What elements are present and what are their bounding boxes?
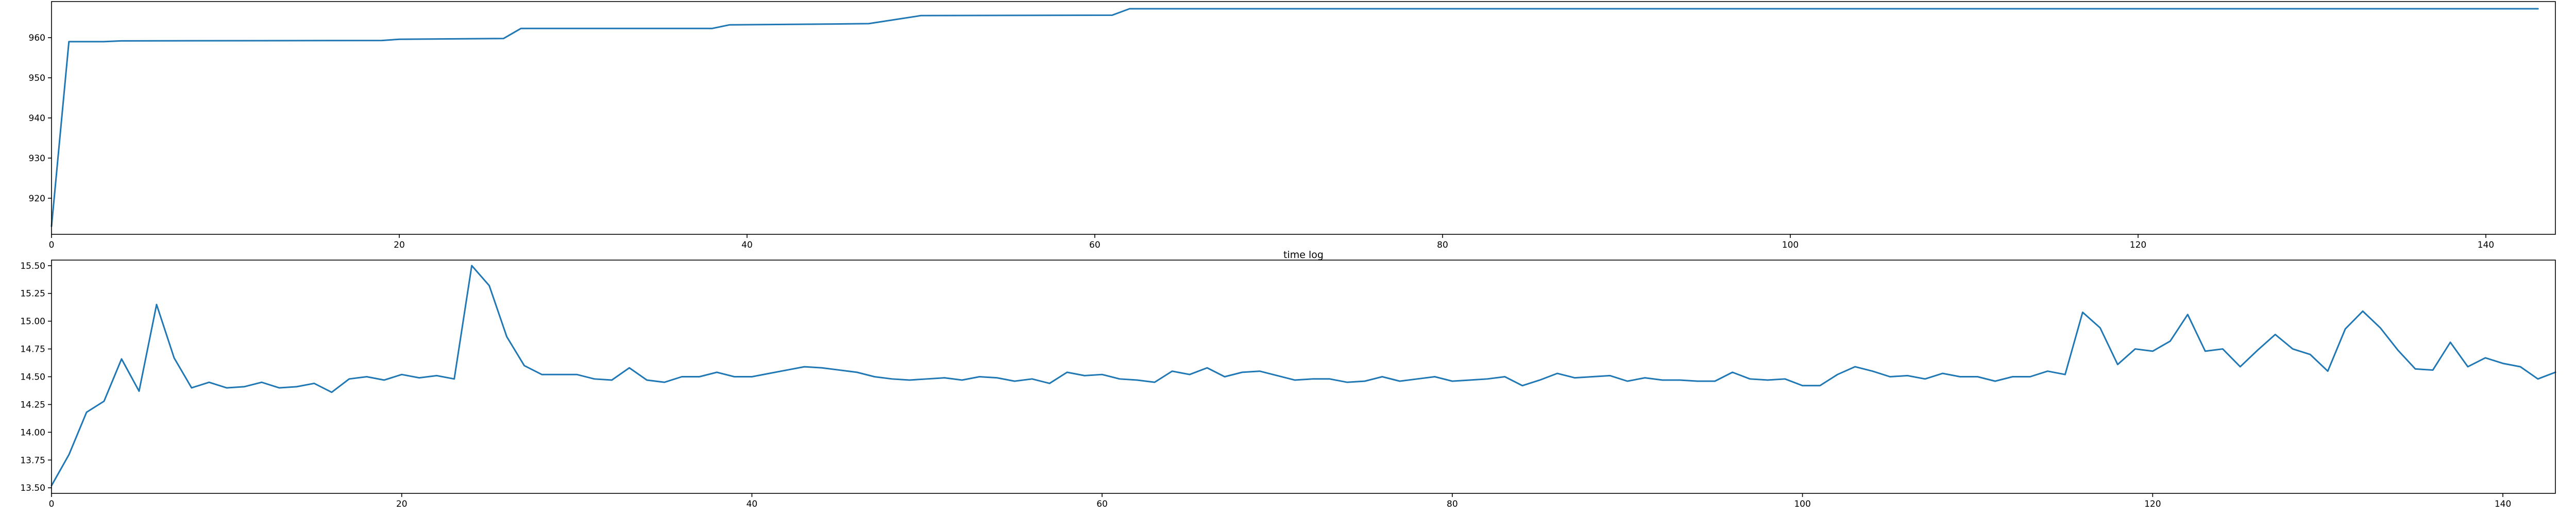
y-tick-label: 14.00	[20, 427, 45, 438]
y-tick-label: 13.50	[20, 483, 45, 493]
x-tick-label: 100	[1794, 499, 1810, 509]
series-line	[50, 8, 2539, 227]
y-tick-label: 960	[29, 33, 45, 43]
x-tick-label: 20	[396, 499, 408, 509]
x-axis-label: time log	[1283, 249, 1324, 261]
x-tick-label: 80	[1447, 499, 1458, 509]
y-tick-label: 14.75	[20, 345, 45, 355]
y-tick-label: 940	[29, 113, 45, 124]
y-tick-label: 920	[29, 194, 45, 204]
y-tick-label: 15.25	[20, 289, 45, 299]
y-tick-label: 15.00	[20, 317, 45, 327]
x-tick-label: 60	[1089, 240, 1100, 250]
x-tick-label: 60	[1096, 499, 1108, 509]
x-tick-label: 140	[2478, 240, 2494, 250]
x-tick-label: 40	[747, 499, 758, 509]
y-tick-label: 950	[29, 73, 45, 83]
x-tick-label: 120	[2130, 240, 2146, 250]
x-tick-label: 0	[49, 240, 55, 250]
x-tick-label: 20	[394, 240, 405, 250]
bottom-chart-panel: 0 20 40 60 80 100 120 140 13.50 13.75 14.00 14.25 14…	[20, 260, 2556, 509]
series-line	[50, 265, 2556, 487]
y-tick-label: 14.50	[20, 372, 45, 383]
x-tick-label: 40	[741, 240, 753, 250]
y-tick-label: 930	[29, 153, 45, 164]
x-tick-label: 120	[2144, 499, 2161, 509]
x-tick-label: 100	[1782, 240, 1799, 250]
y-tick-label: 13.75	[20, 455, 45, 466]
top-chart-panel: 0 20 40 60 80 100 120 140 920 930 940 950 960 time lo…	[29, 1, 2556, 261]
x-tick-label: 140	[2495, 499, 2511, 509]
x-tick-label: 0	[49, 499, 55, 509]
y-tick-label: 14.25	[20, 400, 45, 410]
y-tick-label: 15.50	[20, 261, 45, 271]
x-tick-label: 80	[1437, 240, 1448, 250]
